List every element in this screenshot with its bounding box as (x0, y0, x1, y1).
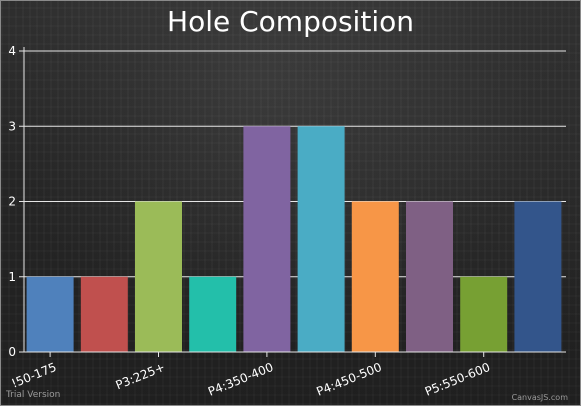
bar[interactable] (514, 201, 562, 353)
bar[interactable] (26, 276, 74, 352)
bar[interactable] (297, 126, 345, 352)
bar[interactable] (406, 201, 453, 353)
credit-link[interactable]: CanvasJS.com (511, 393, 568, 402)
bar[interactable] (135, 201, 182, 353)
trial-version-label: Trial Version (6, 390, 61, 400)
bar[interactable] (189, 276, 237, 352)
y-tick-label: 3 (8, 119, 16, 133)
x-tick-label: P4:350-400 (206, 360, 275, 399)
x-tick-label: !50-175 (9, 360, 58, 391)
bar[interactable] (460, 276, 508, 352)
y-tick-label: 2 (8, 195, 16, 209)
bar[interactable] (80, 276, 128, 352)
x-tick-label: P4:450-500 (314, 360, 383, 399)
y-tick-label: 0 (8, 345, 16, 359)
x-tick-label: P5:550-600 (423, 360, 492, 399)
chart-title: Hole Composition (167, 5, 414, 38)
y-tick-label: 1 (8, 270, 16, 284)
y-tick-label: 4 (8, 44, 16, 58)
x-tick-label: P3:225+ (114, 360, 167, 392)
bar[interactable] (351, 201, 399, 353)
bar[interactable] (243, 126, 291, 352)
